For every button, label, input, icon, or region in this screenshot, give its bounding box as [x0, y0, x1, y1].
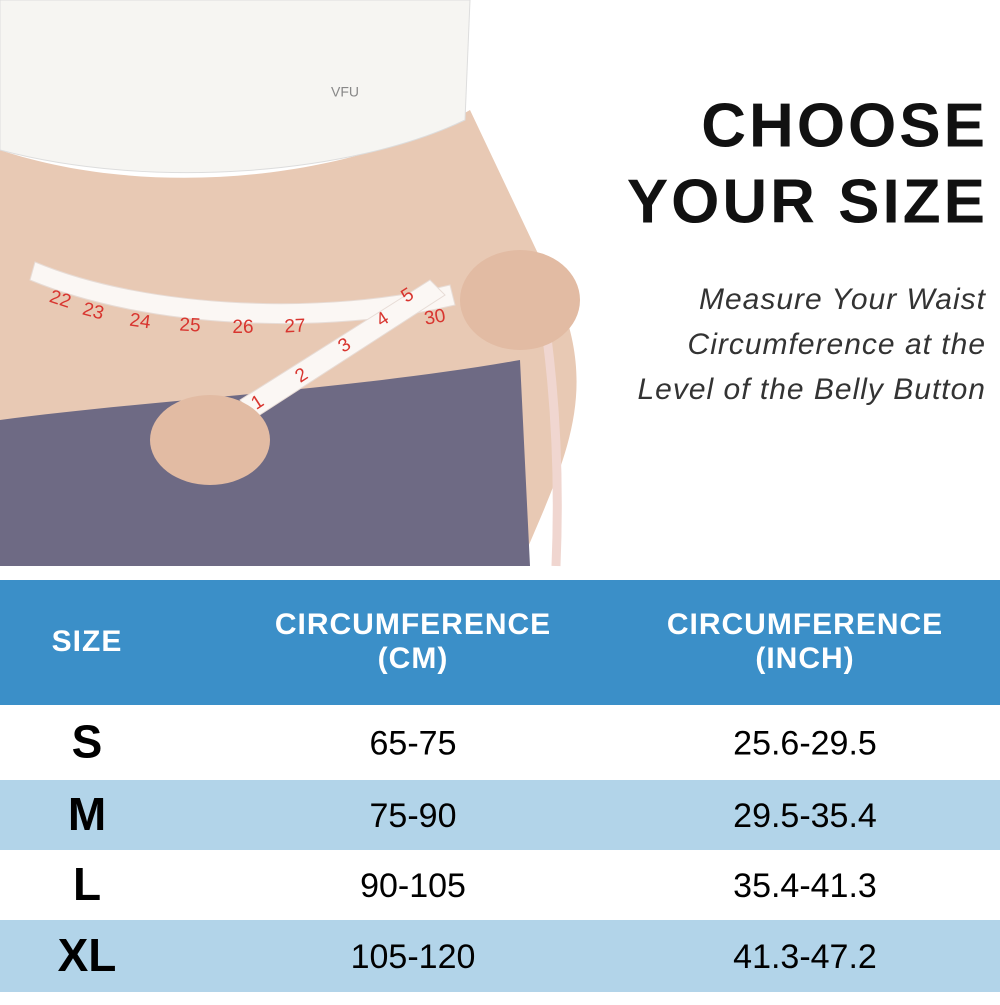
table-cell: 29.5-35.4 [733, 797, 877, 835]
size-label: S [72, 716, 103, 768]
table-row [0, 920, 1000, 992]
title: YOUR SIZE [627, 167, 988, 236]
hand [460, 250, 580, 350]
table-cell: 41.3-47.2 [733, 938, 877, 976]
pants [0, 360, 530, 566]
tape-mark: 27 [284, 315, 306, 337]
table-row [0, 780, 1000, 850]
column-header: CIRCUMFERENCE [667, 608, 943, 641]
table-cell: 65-75 [370, 724, 457, 762]
top [0, 0, 471, 174]
tape-band [29, 261, 456, 324]
size-label: L [73, 858, 101, 910]
table-cell: 25.6-29.5 [733, 724, 877, 762]
subtitle: Level of the Belly Button [637, 373, 986, 406]
hand [150, 395, 270, 485]
photo: VFU [0, 0, 600, 567]
table-cell: 75-90 [370, 797, 457, 835]
tape-mark: 30 [423, 305, 447, 329]
table-cell: 105-120 [351, 938, 476, 976]
size-table: SIZECIRCUMFERENCE(CM)CIRCUMFERENCE(INCH)… [0, 580, 1000, 992]
column-header: CIRCUMFERENCE [275, 608, 551, 641]
column-header: (INCH) [755, 642, 854, 675]
size-label: XL [58, 929, 117, 981]
logo: VFU [331, 84, 359, 100]
tape-mark: 25 [179, 314, 201, 336]
table-cell: 35.4-41.3 [733, 867, 877, 905]
table-row [0, 850, 1000, 920]
header: CHOOSE YOUR SIZE Measure Your Waist Circumf… [627, 91, 988, 406]
title: CHOOSE [701, 91, 988, 160]
subtitle: Measure Your Waist [699, 283, 987, 316]
size-label: M [68, 788, 106, 840]
column-header: (CM) [378, 642, 449, 675]
subtitle: Circumference at the [688, 328, 986, 361]
header-band [0, 580, 1000, 705]
table-cell: 90-105 [360, 867, 466, 905]
tape-mark: 24 [128, 310, 152, 334]
column-header: SIZE [52, 625, 123, 658]
table-row [0, 705, 1000, 780]
tape-mark: 26 [232, 317, 253, 338]
